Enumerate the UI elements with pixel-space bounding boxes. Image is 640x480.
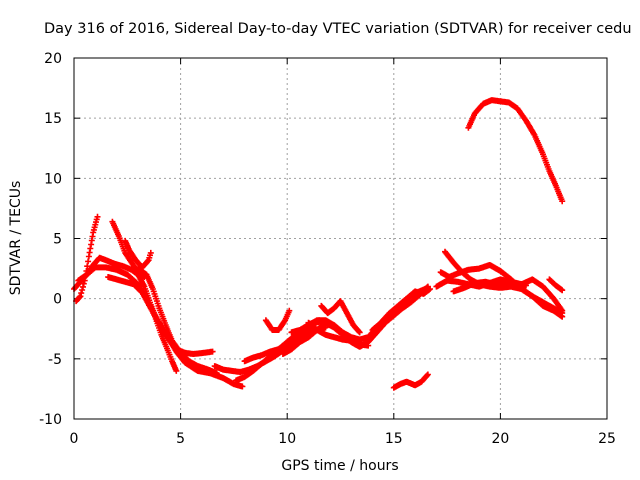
series-track-v (546, 276, 566, 294)
x-axis-label: GPS time / hours (281, 458, 398, 474)
y-tick-labels: -10 -5 0 5 10 15 20 (39, 51, 62, 428)
y-axis-label: SDTVAR / TECUs (8, 181, 24, 296)
series-track-w (465, 97, 566, 205)
chart-title: Day 316 of 2016, Sidereal Day-to-day VTE… (44, 21, 632, 37)
data-series (71, 97, 566, 391)
series-track-k (262, 307, 293, 333)
series-track-g (105, 274, 246, 390)
x-tick-labels: 0 5 10 15 20 25 (70, 431, 616, 447)
y-tick-label: 10 (44, 171, 62, 187)
series-track-e (122, 237, 154, 271)
series-track-b (73, 213, 101, 305)
x-tick-label: 0 (70, 431, 79, 447)
y-tick-label: 20 (44, 51, 62, 67)
x-tick-label: 5 (176, 431, 185, 447)
marker-path (465, 97, 566, 205)
x-tick-label: 15 (385, 431, 403, 447)
marker-path (450, 278, 529, 295)
y-tick-label: 0 (53, 292, 62, 308)
y-tick-label: 5 (53, 232, 62, 248)
series-track-n (318, 298, 363, 336)
marker-path (369, 286, 433, 333)
marker-path (318, 298, 363, 336)
marker-path (390, 371, 431, 391)
y-tick-label: -10 (39, 412, 62, 428)
marker-path (122, 237, 154, 271)
series-track-u (450, 278, 529, 295)
marker-path (105, 274, 246, 390)
y-tick-label: -5 (48, 352, 62, 368)
x-tick-label: 25 (598, 431, 616, 447)
series-track-p (369, 286, 433, 333)
marker-path (546, 276, 566, 294)
x-tick-label: 20 (491, 431, 509, 447)
y-tick-label: 15 (44, 111, 62, 127)
marker-path (262, 307, 293, 333)
series-track-q (390, 371, 431, 391)
plot-frame (73, 57, 608, 420)
marker-path (73, 213, 101, 305)
x-tick-label: 10 (278, 431, 296, 447)
